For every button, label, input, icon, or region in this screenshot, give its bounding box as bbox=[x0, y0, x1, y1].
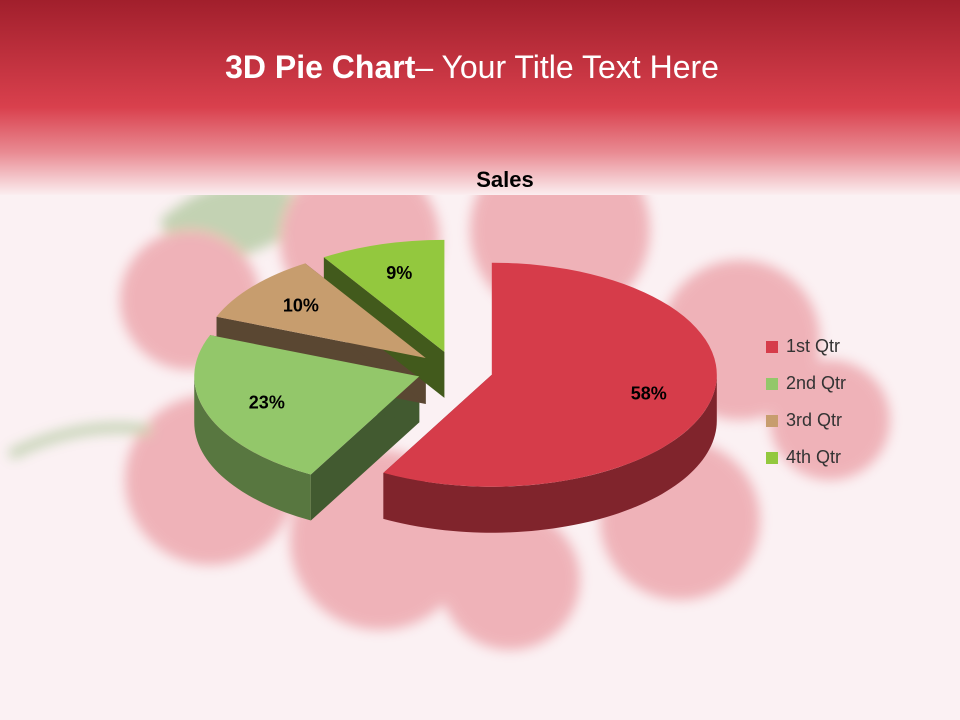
legend-swatch bbox=[766, 341, 778, 353]
legend-label: 4th Qtr bbox=[786, 447, 841, 467]
data-label: 58% bbox=[631, 384, 667, 404]
legend-label: 1st Qtr bbox=[786, 336, 840, 356]
slice-side bbox=[383, 374, 717, 533]
legend-swatch bbox=[766, 378, 778, 390]
legend: 1st Qtr 2nd Qtr 3rd Qtr 4th Qtr bbox=[766, 336, 846, 467]
legend-swatch bbox=[766, 415, 778, 427]
slice bbox=[194, 335, 420, 475]
slice-side bbox=[194, 376, 311, 521]
slide-title: 3D Pie Chart– Your Title Text Here bbox=[225, 49, 719, 85]
title-rest: – Your Title Text Here bbox=[415, 49, 719, 85]
pie: 58% 23% 10% 9% bbox=[194, 239, 717, 533]
slice bbox=[216, 263, 426, 358]
legend-label: 3rd Qtr bbox=[786, 410, 842, 430]
chart-title: Sales bbox=[476, 167, 534, 192]
data-label: 10% bbox=[283, 295, 319, 315]
slice bbox=[323, 239, 445, 352]
title-bold: 3D Pie Chart bbox=[225, 49, 416, 85]
header-band bbox=[0, 0, 960, 195]
data-label: 9% bbox=[386, 263, 412, 283]
legend-label: 2nd Qtr bbox=[786, 373, 846, 393]
data-label: 23% bbox=[249, 392, 285, 412]
legend-swatch bbox=[766, 452, 778, 464]
slice bbox=[383, 262, 717, 487]
